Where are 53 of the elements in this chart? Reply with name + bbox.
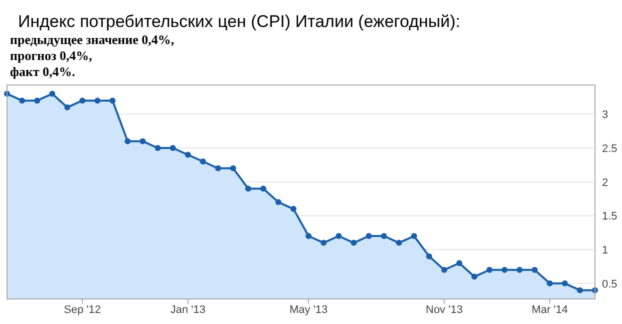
point — [184, 152, 191, 158]
y-tick-label: 2.5 — [602, 142, 618, 155]
y-tick-label: 0.5 — [602, 278, 618, 290]
point — [306, 233, 312, 240]
point — [290, 206, 296, 212]
text: прогноз 0,4%, — [10, 48, 92, 63]
text: предыдущее значение 0,4%, — [10, 32, 174, 47]
point — [170, 144, 176, 151]
point — [516, 266, 523, 273]
point — [79, 98, 86, 104]
point — [562, 280, 568, 286]
point — [64, 104, 70, 110]
point — [411, 233, 418, 240]
point — [124, 138, 131, 144]
x-tick-label: Mar '14 — [532, 304, 568, 316]
point — [366, 233, 372, 240]
point — [502, 266, 508, 273]
point — [94, 98, 100, 104]
point — [110, 98, 116, 104]
point — [532, 266, 538, 273]
point — [546, 280, 553, 286]
point — [140, 138, 146, 144]
point — [275, 199, 282, 206]
x-tick-label: Sep '12 — [64, 304, 101, 316]
point — [426, 253, 432, 260]
point — [350, 240, 357, 246]
point — [456, 260, 462, 266]
point — [260, 186, 266, 192]
point — [320, 240, 327, 246]
x-tick-label: Nov '13 — [426, 304, 463, 316]
y-tick-label: 1 — [602, 244, 608, 257]
point — [200, 158, 206, 165]
point — [230, 165, 236, 172]
y-tick-label: 1.5 — [602, 210, 618, 223]
point — [19, 98, 26, 104]
point — [245, 186, 252, 192]
point — [396, 240, 402, 246]
point — [441, 266, 448, 273]
point — [471, 274, 478, 280]
y-tick-label: 2 — [602, 176, 608, 189]
point — [576, 287, 583, 294]
text: факт 0,4%. — [10, 64, 76, 79]
chart-title: Индекс потребительских цен (CPI) Италии (ежегодный): — [18, 12, 460, 31]
x-tick-label: May '13 — [289, 304, 328, 316]
point — [380, 233, 387, 240]
point — [34, 98, 40, 104]
point — [486, 266, 492, 273]
point — [154, 144, 161, 151]
point — [336, 233, 342, 240]
x-tick-label: Jan '13 — [170, 304, 206, 316]
point — [49, 90, 56, 97]
y-tick-label: 3 — [602, 109, 608, 122]
point — [215, 165, 222, 172]
